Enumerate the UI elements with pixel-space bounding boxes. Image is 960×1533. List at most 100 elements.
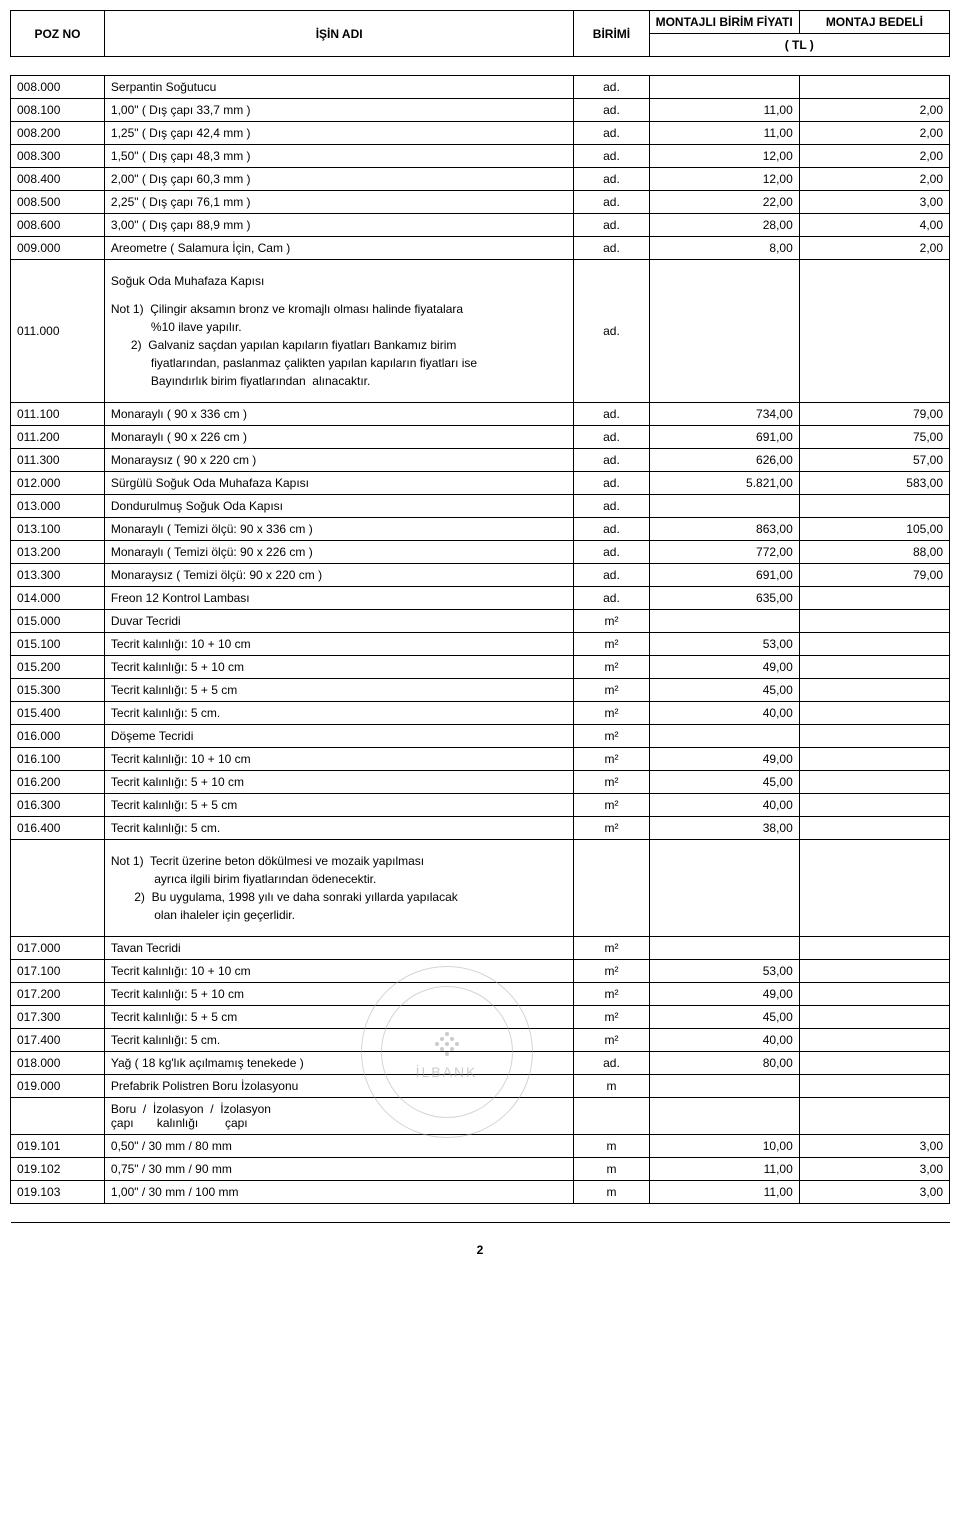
price-table: POZ NO İŞİN ADI BİRİMİ MONTAJLI BİRİM Fİ… — [10, 10, 950, 1223]
cell-fiyat: 80,00 — [649, 1052, 799, 1075]
cell-poz — [11, 1098, 105, 1135]
cell-isin: Tecrit kalınlığı: 5 + 10 cm — [104, 983, 574, 1006]
cell-birimi: ad. — [574, 1052, 649, 1075]
table-row: 008.2001,25" ( Dış çapı 42,4 mm )ad.11,0… — [11, 122, 950, 145]
table-row: 017.100Tecrit kalınlığı: 10 + 10 cmm²53,… — [11, 960, 950, 983]
cell-fiyat: 8,00 — [649, 237, 799, 260]
table-row: 013.000Dondurulmuş Soğuk Oda Kapısıad. — [11, 495, 950, 518]
cell-poz: 011.300 — [11, 449, 105, 472]
table-row: 019.1010,50" / 30 mm / 80 mmm10,003,00 — [11, 1135, 950, 1158]
cell-poz: 008.100 — [11, 99, 105, 122]
table-row: 017.400Tecrit kalınlığı: 5 cm.m²40,00 — [11, 1029, 950, 1052]
cell-fiyat: 691,00 — [649, 426, 799, 449]
cell-bedel — [799, 702, 949, 725]
cell-fiyat: 5.821,00 — [649, 472, 799, 495]
cell-fiyat: 11,00 — [649, 1158, 799, 1181]
cell-birimi: m² — [574, 610, 649, 633]
cell-empty — [649, 1098, 799, 1135]
cell-birimi: ad. — [574, 168, 649, 191]
cell-fiyat: 49,00 — [649, 656, 799, 679]
cell-isin: Dondurulmuş Soğuk Oda Kapısı — [104, 495, 574, 518]
cell-fiyat: 49,00 — [649, 983, 799, 1006]
cell-isin: Tecrit kalınlığı: 5 + 5 cm — [104, 679, 574, 702]
table-row: 008.3001,50" ( Dış çapı 48,3 mm )ad.12,0… — [11, 145, 950, 168]
cell-birimi: ad. — [574, 122, 649, 145]
page-number: 2 — [10, 1243, 950, 1257]
cell-fiyat: 45,00 — [649, 771, 799, 794]
cell-poz: 012.000 — [11, 472, 105, 495]
cell-fiyat: 49,00 — [649, 748, 799, 771]
cell-birimi: ad. — [574, 587, 649, 610]
cell-poz: 013.300 — [11, 564, 105, 587]
cell-isin: Monaraysız ( 90 x 220 cm ) — [104, 449, 574, 472]
cell-birimi: m — [574, 1135, 649, 1158]
cell-bedel — [799, 1052, 949, 1075]
table-row: 017.000Tavan Tecridim² — [11, 937, 950, 960]
cell-fiyat — [649, 76, 799, 99]
cell-birimi: m² — [574, 794, 649, 817]
cell-bedel — [799, 840, 949, 937]
cell-isin: Yağ ( 18 kg'lık açılmamış tenekede ) — [104, 1052, 574, 1075]
cell-isin: Duvar Tecridi — [104, 610, 574, 633]
cell-bedel — [799, 748, 949, 771]
table-row: 012.000Sürgülü Soğuk Oda Muhafaza Kapısı… — [11, 472, 950, 495]
cell-poz: 017.200 — [11, 983, 105, 1006]
cell-isin: Tecrit kalınlığı: 5 cm. — [104, 702, 574, 725]
cell-fiyat — [649, 725, 799, 748]
cell-fiyat: 772,00 — [649, 541, 799, 564]
cell-isin: Monaraylı ( Temizi ölçü: 90 x 336 cm ) — [104, 518, 574, 541]
cell-bedel — [799, 817, 949, 840]
cell-birimi: m² — [574, 633, 649, 656]
cell-birimi: m² — [574, 748, 649, 771]
cell-fiyat: 45,00 — [649, 1006, 799, 1029]
cell-fiyat: 12,00 — [649, 168, 799, 191]
spacer — [11, 57, 950, 76]
cell-bedel — [799, 1029, 949, 1052]
cell-birimi: m² — [574, 983, 649, 1006]
cell-isin: 1,00" ( Dış çapı 33,7 mm ) — [104, 99, 574, 122]
cell-bedel: 79,00 — [799, 403, 949, 426]
cell-fiyat — [649, 1075, 799, 1098]
table-row: 017.200Tecrit kalınlığı: 5 + 10 cmm²49,0… — [11, 983, 950, 1006]
table-row: 016.000Döşeme Tecridim² — [11, 725, 950, 748]
table-row: 016.100Tecrit kalınlığı: 10 + 10 cmm²49,… — [11, 748, 950, 771]
cell-bedel — [799, 260, 949, 403]
table-row: 013.300Monaraysız ( Temizi ölçü: 90 x 22… — [11, 564, 950, 587]
cell-fiyat: 38,00 — [649, 817, 799, 840]
cell-fiyat — [649, 610, 799, 633]
cell-isin: Areometre ( Salamura İçin, Cam ) — [104, 237, 574, 260]
cell-birimi: ad. — [574, 449, 649, 472]
table-row: 008.4002,00" ( Dış çapı 60,3 mm )ad.12,0… — [11, 168, 950, 191]
cell-bedel: 4,00 — [799, 214, 949, 237]
cell-birimi: m² — [574, 656, 649, 679]
cell-fiyat — [649, 495, 799, 518]
cell-bedel — [799, 1075, 949, 1098]
cell-poz — [11, 840, 105, 937]
cell-fiyat — [649, 840, 799, 937]
cell-bedel: 3,00 — [799, 1135, 949, 1158]
cell-birimi: ad. — [574, 76, 649, 99]
cell-isin: 1,50" ( Dış çapı 48,3 mm ) — [104, 145, 574, 168]
cell-poz: 015.000 — [11, 610, 105, 633]
cell-fiyat: 691,00 — [649, 564, 799, 587]
cell-poz: 016.400 — [11, 817, 105, 840]
table-row: 008.5002,25" ( Dış çapı 76,1 mm )ad.22,0… — [11, 191, 950, 214]
table-row: 018.000Yağ ( 18 kg'lık açılmamış teneked… — [11, 1052, 950, 1075]
cell-isin: Prefabrik Polistren Boru İzolasyonu — [104, 1075, 574, 1098]
cell-poz: 008.600 — [11, 214, 105, 237]
cell-poz: 018.000 — [11, 1052, 105, 1075]
header-bedel: MONTAJ BEDELİ — [799, 11, 949, 34]
cell-poz: 016.000 — [11, 725, 105, 748]
cell-fiyat: 10,00 — [649, 1135, 799, 1158]
cell-fiyat — [649, 260, 799, 403]
table-row: 013.200Monaraylı ( Temizi ölçü: 90 x 226… — [11, 541, 950, 564]
note-row: 011.000Soğuk Oda Muhafaza KapısıNot 1) Ç… — [11, 260, 950, 403]
cell-birimi: m² — [574, 1029, 649, 1052]
cell-poz: 011.000 — [11, 260, 105, 403]
table-row: 019.1020,75" / 30 mm / 90 mmm11,003,00 — [11, 1158, 950, 1181]
cell-fiyat: 734,00 — [649, 403, 799, 426]
cell-isin: Monaraylı ( Temizi ölçü: 90 x 226 cm ) — [104, 541, 574, 564]
table-row: 016.300Tecrit kalınlığı: 5 + 5 cmm²40,00 — [11, 794, 950, 817]
cell-bedel: 2,00 — [799, 145, 949, 168]
page-container: POZ NO İŞİN ADI BİRİMİ MONTAJLI BİRİM Fİ… — [10, 10, 950, 1257]
